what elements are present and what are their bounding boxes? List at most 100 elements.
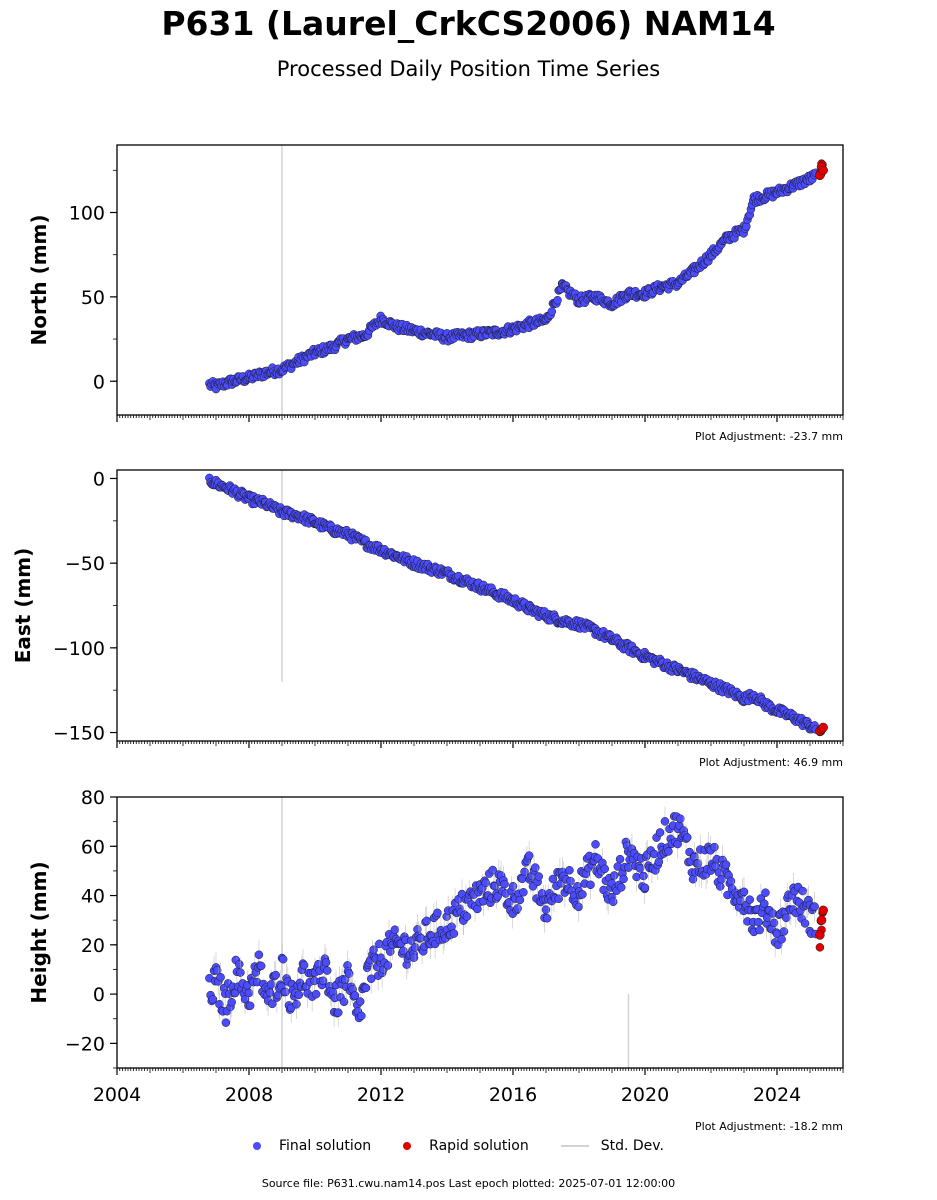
- y-tick-label: 0: [93, 468, 105, 490]
- final-point: [422, 916, 431, 926]
- plot-adjustment: Plot Adjustment: -23.7 mm: [695, 430, 843, 443]
- final-point: [682, 833, 692, 842]
- final-point: [541, 905, 551, 914]
- final-marker-icon: [253, 1142, 261, 1150]
- x-tick-label: 2004: [93, 1084, 141, 1106]
- final-point: [383, 961, 393, 970]
- final-point: [321, 958, 331, 967]
- final-point: [519, 888, 528, 897]
- final-point: [515, 895, 525, 905]
- final-point: [318, 976, 328, 985]
- final-point: [500, 879, 509, 889]
- final-point: [639, 871, 648, 881]
- rapid-series: [815, 905, 828, 952]
- panel-3: −20 0 20 40 60 80 2004 2008 2012 2016 2020 2024 Heig…: [27, 787, 844, 1133]
- y-tick-label: 20: [81, 935, 105, 957]
- final-point: [553, 295, 562, 305]
- legend-rapid-label: Rapid solution: [429, 1138, 529, 1154]
- final-point: [311, 989, 321, 999]
- final-point: [676, 814, 685, 823]
- final-point: [715, 882, 725, 891]
- final-point: [760, 899, 769, 908]
- chart-legend: Final solution Rapid solution Std. Dev.: [253, 1138, 696, 1154]
- final-point: [624, 863, 633, 872]
- x-tick-label: 2012: [357, 1084, 405, 1106]
- final-point: [299, 960, 309, 970]
- final-point: [745, 895, 755, 904]
- final-point: [693, 859, 703, 868]
- plot-frame: [116, 796, 844, 1069]
- final-point: [227, 997, 236, 1007]
- final-point: [520, 867, 529, 877]
- final-point: [800, 919, 810, 928]
- final-point: [369, 945, 378, 955]
- final-series: [205, 473, 821, 734]
- final-point: [449, 929, 459, 938]
- legend-std-label: Std. Dev.: [600, 1138, 664, 1154]
- rapid-series: [815, 722, 828, 737]
- final-point: [390, 925, 400, 934]
- final-series: [205, 168, 821, 394]
- final-point: [635, 864, 645, 873]
- panel-1: 0 50 100 North (mm) Plot Adjustment: -23.7 m…: [27, 144, 844, 443]
- source-footer: Source file: P631.cwu.nam14.pos Last epo…: [261, 1177, 676, 1190]
- final-point: [673, 839, 682, 849]
- final-point: [548, 874, 558, 884]
- std-line-icon: [560, 1145, 589, 1147]
- legend-std: Std. Dev.: [560, 1138, 664, 1154]
- final-point: [615, 854, 625, 864]
- page-subtitle: Processed Daily Position Time Series: [276, 57, 661, 81]
- panel-2: 0 −50 −100 −150 East (mm) Plot Adjustment: 46…: [11, 468, 844, 769]
- final-point: [281, 987, 290, 997]
- final-point: [245, 1001, 255, 1011]
- final-point: [344, 969, 354, 978]
- final-point: [591, 840, 600, 849]
- final-point: [212, 966, 222, 975]
- final-point: [481, 878, 491, 888]
- plot-frame: [116, 144, 844, 416]
- rapid-point: [816, 915, 827, 925]
- final-point: [294, 990, 304, 1000]
- final-point: [462, 912, 472, 921]
- final-point: [216, 973, 225, 982]
- rapid-marker-icon: [403, 1142, 412, 1150]
- final-point: [660, 817, 670, 826]
- final-point: [664, 847, 673, 856]
- y-tick-label: 60: [81, 836, 105, 858]
- final-point: [266, 980, 276, 989]
- final-point: [586, 880, 595, 890]
- y-tick-label: −50: [65, 553, 105, 575]
- final-point: [208, 995, 218, 1004]
- final-point: [357, 1011, 366, 1021]
- final-point: [717, 874, 726, 884]
- final-point: [350, 991, 360, 1000]
- y-tick-label: 0: [93, 371, 105, 393]
- final-point: [632, 872, 641, 882]
- final-point: [810, 902, 819, 911]
- x-tick-label: 2024: [753, 1084, 801, 1106]
- y-axis-label: Height (mm): [27, 861, 51, 1003]
- final-point: [547, 307, 557, 316]
- final-point: [256, 961, 266, 971]
- final-point: [235, 959, 244, 969]
- final-point: [565, 866, 574, 875]
- legend-final: Final solution: [253, 1138, 371, 1154]
- y-tick-label: 0: [93, 984, 105, 1006]
- y-axis-label: East (mm): [11, 548, 35, 664]
- final-point: [531, 863, 540, 872]
- final-point: [524, 851, 534, 860]
- final-point: [578, 890, 587, 899]
- x-tick-label: 2020: [621, 1084, 669, 1106]
- final-point: [777, 935, 786, 944]
- final-point: [409, 953, 419, 962]
- final-point: [566, 876, 575, 886]
- final-point: [726, 876, 736, 886]
- final-point: [278, 954, 288, 964]
- y-tick-label: −20: [65, 1033, 105, 1055]
- final-point: [254, 950, 264, 960]
- rapid-point: [818, 905, 828, 916]
- final-point: [761, 888, 770, 897]
- final-point: [416, 933, 426, 943]
- rapid-point: [818, 722, 828, 733]
